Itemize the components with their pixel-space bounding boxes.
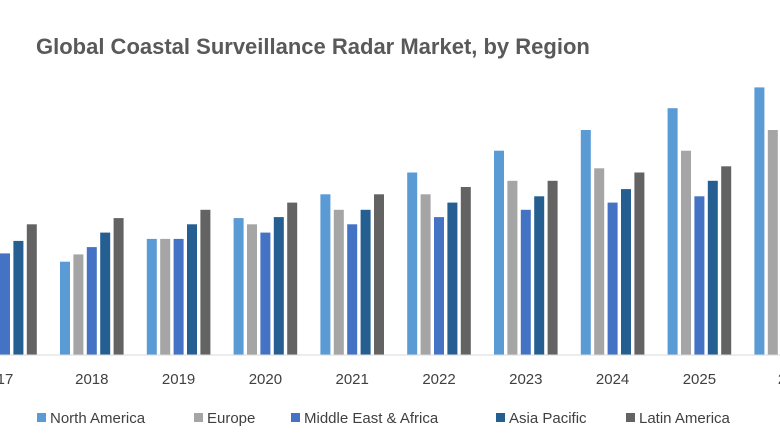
bar-2020-middle-east-africa [260, 232, 271, 355]
bar-2025-asia-pacific [707, 180, 718, 355]
bar-2025-north-america [667, 108, 678, 355]
bar-2022-europe [420, 194, 431, 355]
bar-2026-europe [767, 130, 778, 355]
legend-label: Asia Pacific [509, 410, 587, 427]
bar-2021-north-america [320, 194, 331, 355]
bar-2023-europe [507, 180, 518, 355]
legend-swatch [194, 413, 203, 422]
x-tick-label: 20 [778, 371, 780, 388]
legend-swatch [291, 413, 300, 422]
bar-2024-latin-america [634, 172, 645, 355]
bar-2022-latin-america [460, 187, 471, 355]
legend-swatch [496, 413, 505, 422]
bar-2024-asia-pacific [621, 189, 631, 355]
bar-2021-middle-east-africa [347, 224, 358, 355]
legend-swatch [37, 413, 46, 422]
bar-2020-asia-pacific [273, 217, 284, 355]
bar-2024-north-america [580, 130, 591, 355]
legend-item-asia-pacific: Asia Pacific [496, 410, 587, 427]
legend-label: Middle East & Africa [304, 410, 439, 427]
bar-2018-latin-america [113, 218, 124, 355]
bar-2020-europe [247, 224, 257, 355]
x-tick-label: 2022 [422, 371, 455, 388]
legend: North America Europe Middle East & Africa A… [37, 410, 731, 427]
bar-2019-asia-pacific [187, 224, 197, 355]
bar-2019-north-america [146, 238, 157, 355]
legend-item-middle-east-africa: Middle East & Africa [291, 410, 439, 427]
bar-2023-latin-america [547, 180, 558, 355]
bar-2018-middle-east-africa [86, 247, 97, 355]
x-tick-labels: 17 2018 2019 2020 2021 2022 2023 2024 2025 20 [0, 371, 780, 388]
bar-2023-asia-pacific [534, 196, 545, 355]
legend-swatch [626, 413, 635, 422]
bar-2020-north-america [233, 218, 244, 355]
bar-2025-europe [681, 150, 691, 355]
bar-2024-middle-east-africa [607, 202, 618, 355]
x-tick-label: 2020 [249, 371, 282, 388]
bar-2019-latin-america [200, 209, 211, 355]
bar-2017-latin-america [26, 224, 37, 355]
bar-2022-north-america [407, 172, 418, 355]
bar-2017-asia-pacific [13, 240, 24, 355]
bar-2018-asia-pacific [100, 232, 111, 355]
bar-2018-north-america [60, 261, 70, 355]
bar-2026-north-america [754, 87, 765, 356]
bar-2019-middle-east-africa [173, 238, 184, 355]
bar-2021-europe [333, 209, 344, 355]
bar-2024-europe [594, 168, 605, 355]
bar-2022-asia-pacific [447, 202, 458, 355]
x-tick-label: 2021 [336, 371, 369, 388]
bar-2019-europe [160, 238, 171, 355]
bar-2025-middle-east-africa [694, 196, 705, 355]
bar-2021-asia-pacific [360, 209, 371, 355]
legend-item-north-america: North America [37, 410, 146, 427]
legend-item-europe: Europe [194, 410, 255, 427]
x-tick-label: 17 [0, 371, 13, 388]
chart-title: Global Coastal Surveillance Radar Market… [36, 34, 590, 59]
bar-2021-latin-america [374, 194, 384, 355]
bar-2017-middle-east-africa [0, 253, 10, 355]
x-tick-label: 2018 [75, 371, 108, 388]
x-tick-label: 2019 [162, 371, 195, 388]
bar-2020-latin-america [287, 202, 298, 355]
x-tick-label: 2024 [596, 371, 629, 388]
bar-2023-middle-east-africa [520, 209, 531, 355]
bar-2023-north-america [494, 150, 504, 355]
bar-2022-middle-east-africa [434, 217, 444, 355]
legend-label: Europe [207, 410, 255, 427]
legend-item-latin-america: Latin America [626, 410, 731, 427]
bars-group [0, 87, 778, 356]
bar-2018-europe [73, 254, 84, 355]
x-tick-label: 2025 [683, 371, 716, 388]
x-tick-label: 2023 [509, 371, 542, 388]
bar-2025-latin-america [721, 166, 732, 355]
legend-label: North America [50, 410, 146, 427]
legend-label: Latin America [639, 410, 731, 427]
